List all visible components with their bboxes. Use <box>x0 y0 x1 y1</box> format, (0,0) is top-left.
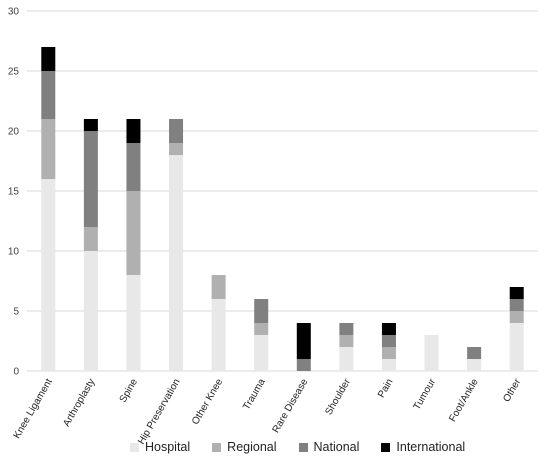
bar-segment-hospital-4 <box>169 155 184 371</box>
bar-segment-hospital-8 <box>339 347 354 371</box>
bar-segment-regional-12 <box>509 311 524 323</box>
x-tick-label: Hip Preservation <box>136 377 182 447</box>
bar-segment-international-7 <box>296 323 311 359</box>
legend-swatch-regional <box>212 442 222 452</box>
bar-segment-hospital-1 <box>41 179 56 371</box>
bar-segment-regional-9 <box>381 347 396 359</box>
bar-segment-hospital-3 <box>126 275 141 371</box>
legend-label-regional: Regional <box>227 440 277 454</box>
bar-segment-hospital-6 <box>254 335 269 371</box>
y-tick-label: 5 <box>13 307 19 318</box>
legend-label-national: National <box>313 440 360 454</box>
legend-swatch-international <box>381 442 391 452</box>
bar-segment-hospital-12 <box>509 323 524 371</box>
bar-segment-national-2 <box>83 131 98 227</box>
legend-item-international: International <box>381 440 465 454</box>
bar-segment-regional-1 <box>41 119 56 179</box>
bar-segment-hospital-11 <box>467 359 482 371</box>
bar-segment-international-9 <box>381 323 396 335</box>
bar-segment-regional-4 <box>169 143 184 155</box>
bar-segment-national-11 <box>467 347 482 359</box>
bar-segment-international-12 <box>509 287 524 299</box>
bar-segment-international-2 <box>83 119 98 131</box>
bar-segment-hospital-10 <box>424 335 439 371</box>
y-tick-label: 20 <box>8 127 20 138</box>
bar-segment-hospital-2 <box>83 251 98 371</box>
x-tick-label: Foot/Ankle <box>447 377 481 424</box>
x-tick-label: Rare Disease <box>271 377 311 435</box>
bar-segment-international-3 <box>126 119 141 143</box>
x-tick-label: Trauma <box>241 377 268 412</box>
x-tick-label: Other Knee <box>190 377 225 427</box>
bar-segment-international-1 <box>41 47 56 71</box>
bar-segment-regional-6 <box>254 323 269 335</box>
y-axis: 0 5 10 15 20 25 30 <box>8 7 20 378</box>
x-tick-label: Shoulder <box>323 376 353 417</box>
bar-segment-national-9 <box>381 335 396 347</box>
bar-segment-hospital-9 <box>381 359 396 371</box>
legend-label-hospital: Hospital <box>145 440 191 454</box>
bar-segment-national-3 <box>126 143 141 191</box>
bar-segment-regional-2 <box>83 227 98 251</box>
bar-segment-national-7 <box>296 359 311 371</box>
legend-swatch-national <box>298 442 308 452</box>
y-tick-label: 25 <box>8 67 20 78</box>
legend-item-hospital: Hospital <box>130 440 190 454</box>
bar-segment-hospital-5 <box>211 299 226 371</box>
y-tick-label: 10 <box>8 247 20 258</box>
legend-label-international: International <box>396 440 466 454</box>
bar-segment-national-6 <box>254 299 269 323</box>
y-tick-label: 30 <box>8 7 20 18</box>
bar-segment-national-4 <box>169 119 184 143</box>
x-tick-label: Other <box>501 376 523 404</box>
x-tick-label: Tumour <box>412 376 439 412</box>
bar-segment-regional-8 <box>339 335 354 347</box>
legend-item-regional: Regional <box>212 440 277 454</box>
x-tick-label: Arthroplasty <box>61 377 97 429</box>
bar-segment-national-1 <box>41 71 56 119</box>
bar-segment-national-8 <box>339 323 354 335</box>
y-tick-label: 0 <box>13 367 19 378</box>
legend: Hospital Regional National International <box>130 440 465 454</box>
x-tick-label: Spine <box>118 377 141 405</box>
legend-item-national: National <box>298 440 360 454</box>
bar-segment-regional-3 <box>126 191 141 275</box>
x-tick-label: Pain <box>376 377 396 400</box>
x-tick-label: Knee Ligament <box>12 377 55 441</box>
bar-segment-national-12 <box>509 299 524 311</box>
bar-segment-regional-5 <box>211 275 226 299</box>
y-tick-label: 15 <box>8 187 20 198</box>
bars <box>41 47 524 371</box>
legend-swatch-hospital <box>130 442 139 452</box>
gridlines <box>27 10 538 372</box>
